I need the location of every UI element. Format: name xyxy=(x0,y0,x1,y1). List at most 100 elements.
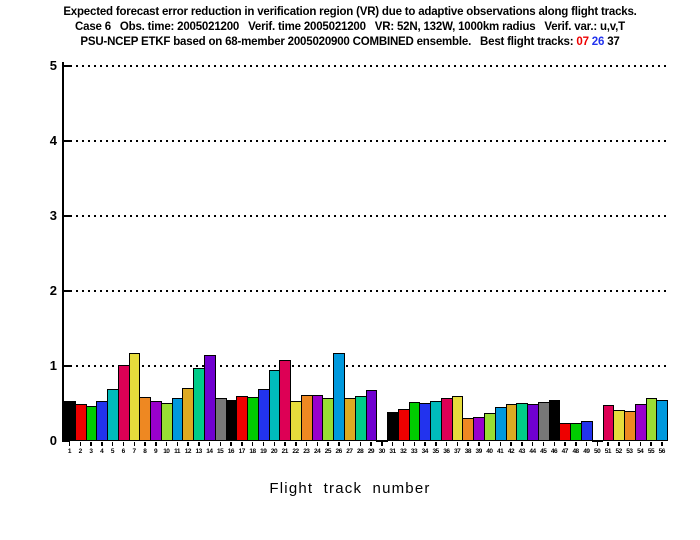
x-tick-label: 54 xyxy=(637,448,644,455)
x-tick-label: 41 xyxy=(497,448,504,455)
bar-track-46 xyxy=(548,399,561,441)
bar-track-29 xyxy=(365,390,378,441)
x-tick xyxy=(273,442,275,446)
x-tick xyxy=(456,442,459,446)
x-tick-label: 5 xyxy=(110,448,115,455)
x-axis-title: Flight track number xyxy=(269,480,431,497)
x-tick-label: 44 xyxy=(529,448,536,455)
x-tick xyxy=(187,442,189,446)
x-tick-label: 3 xyxy=(89,448,93,455)
x-tick xyxy=(316,442,319,446)
y-tick xyxy=(62,215,70,217)
x-tick xyxy=(661,442,663,446)
y-tick xyxy=(62,290,70,292)
x-tick xyxy=(639,442,642,446)
x-tick xyxy=(111,442,114,446)
x-tick xyxy=(295,442,297,446)
x-tick-label: 13 xyxy=(195,448,203,455)
y-tick xyxy=(62,65,70,67)
x-tick xyxy=(198,442,200,446)
x-tick-label: 48 xyxy=(572,448,579,455)
x-tick-label: 45 xyxy=(540,448,547,455)
x-tick xyxy=(305,442,308,446)
x-tick-label: 49 xyxy=(583,448,590,455)
x-tick-label: 22 xyxy=(292,448,299,455)
x-tick-label: 51 xyxy=(604,448,612,455)
x-tick-label: 26 xyxy=(335,448,343,455)
x-tick-label: 36 xyxy=(443,448,450,455)
gridline xyxy=(64,215,668,217)
x-tick xyxy=(402,442,405,446)
x-tick xyxy=(488,442,491,446)
x-tick xyxy=(155,442,157,446)
x-tick-label: 32 xyxy=(400,448,407,455)
chart-subtitle2-text: PSU-NCEP ETKF based on 68-member 2005020… xyxy=(80,36,577,48)
x-tick-label: 1 xyxy=(67,448,72,455)
x-tick xyxy=(219,442,222,446)
x-tick-label: 39 xyxy=(475,448,483,455)
x-tick xyxy=(101,442,103,446)
x-tick-label: 30 xyxy=(378,448,386,455)
x-tick xyxy=(499,442,502,446)
x-tick xyxy=(241,442,243,446)
x-tick xyxy=(478,442,480,446)
x-tick-label: 12 xyxy=(184,448,192,455)
x-tick xyxy=(575,442,577,446)
x-tick-label: 18 xyxy=(249,448,256,455)
x-tick xyxy=(79,442,82,446)
x-tick-label: 47 xyxy=(561,448,569,455)
x-tick-label: 28 xyxy=(357,448,364,455)
x-tick xyxy=(90,442,92,446)
chart-subtitle: Case 6 Obs. time: 2005021200 Verif. time… xyxy=(75,21,625,33)
x-tick xyxy=(338,442,340,446)
x-tick-label: 4 xyxy=(100,448,104,455)
chart-subtitle2: PSU-NCEP ETKF based on 68-member 2005020… xyxy=(0,36,700,49)
x-tick xyxy=(391,442,394,446)
x-tick-label: 7 xyxy=(132,448,136,455)
best-track-07: 07 xyxy=(576,36,589,48)
gridline xyxy=(64,290,668,292)
y-tick xyxy=(62,440,70,442)
y-tick-label: 3 xyxy=(49,208,57,223)
x-tick xyxy=(585,442,588,446)
x-tick-label: 40 xyxy=(486,448,493,455)
x-tick xyxy=(607,442,609,446)
x-tick xyxy=(531,442,534,446)
x-tick xyxy=(133,442,135,446)
x-tick-label: 42 xyxy=(507,448,515,455)
gridline xyxy=(64,65,668,67)
x-tick xyxy=(327,442,329,446)
x-tick xyxy=(467,442,469,446)
x-tick-label: 52 xyxy=(615,448,623,455)
x-tick-label: 14 xyxy=(206,448,213,455)
chart-title: Expected forecast error reduction in ver… xyxy=(63,6,637,18)
x-tick xyxy=(68,442,71,446)
x-tick-label: 11 xyxy=(174,448,181,455)
x-tick-label: 55 xyxy=(647,448,655,455)
gridline xyxy=(64,140,668,142)
x-tick-label: 38 xyxy=(464,448,472,455)
x-tick xyxy=(208,442,211,446)
best-track-37: 37 xyxy=(607,36,620,48)
x-tick-label: 23 xyxy=(303,448,310,455)
x-tick xyxy=(262,442,265,446)
x-tick xyxy=(628,442,631,446)
x-tick-label: 8 xyxy=(143,448,147,455)
x-tick xyxy=(424,442,426,446)
y-tick-label: 4 xyxy=(49,133,57,148)
x-tick xyxy=(413,442,416,446)
x-tick xyxy=(510,442,512,446)
x-tick xyxy=(176,442,179,446)
y-tick-label: 0 xyxy=(49,433,57,448)
y-tick-label: 2 xyxy=(49,283,57,298)
x-tick xyxy=(596,442,599,446)
x-tick-label: 34 xyxy=(421,448,429,455)
x-tick-label: 19 xyxy=(260,448,267,455)
x-tick-label: 46 xyxy=(550,448,558,455)
x-tick xyxy=(284,442,286,446)
x-tick xyxy=(165,442,168,446)
x-tick-label: 27 xyxy=(346,448,353,455)
x-tick-label: 43 xyxy=(518,448,526,455)
bar-track-49 xyxy=(580,420,593,441)
x-tick-label: 31 xyxy=(389,448,396,455)
